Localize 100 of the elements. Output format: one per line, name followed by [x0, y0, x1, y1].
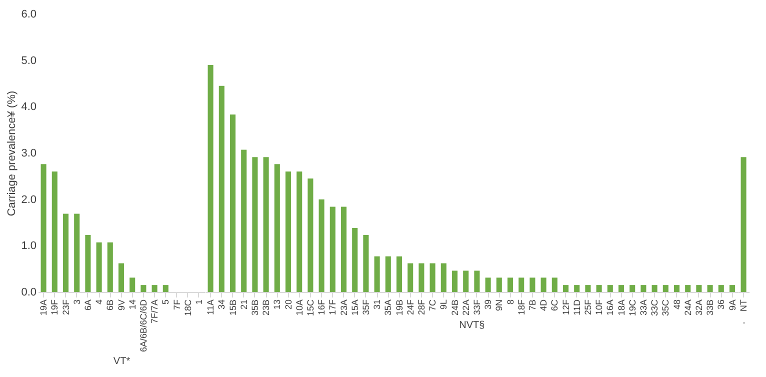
x-tick-label: 19C: [627, 299, 638, 316]
bar: [208, 64, 214, 292]
bar: [662, 285, 668, 292]
bar: [707, 285, 713, 292]
x-tick-label: 18F: [516, 299, 526, 316]
x-tick-label: 9A: [727, 300, 738, 311]
bar: [496, 278, 502, 292]
x-axis-title: NVT§: [459, 320, 485, 332]
x-tick-label: 10F: [594, 299, 604, 316]
bar: [62, 214, 69, 292]
x-tick-label: 9N: [494, 300, 504, 312]
bar: [552, 278, 558, 292]
bar: [85, 235, 91, 292]
x-tick-label: 7C: [428, 299, 438, 312]
x-tick-label: NT: [738, 299, 749, 312]
x-tick-label: 32A: [694, 300, 704, 316]
bar: [685, 285, 691, 292]
x-tick-label: 23A: [338, 300, 349, 316]
x-tick-label: 16A: [605, 300, 616, 316]
bar: [140, 285, 146, 292]
x-tick-label: 7F: [172, 299, 182, 310]
x-tick-label: 33C: [650, 299, 660, 316]
x-tick-label: 23B: [261, 300, 272, 316]
x-tick-label: 15C: [305, 299, 316, 316]
bar: [40, 164, 46, 292]
x-tick-label: 4: [94, 300, 104, 305]
x-tick-label: 16F: [316, 299, 327, 316]
bar: [452, 270, 458, 292]
y-axis-title: Carriage prevalence¥ (%): [6, 90, 18, 216]
bar: [363, 235, 369, 292]
bar: [607, 285, 613, 292]
x-tick-label: 8: [505, 300, 516, 305]
bar: [585, 285, 591, 292]
y-tick-label: 2.0: [21, 194, 36, 206]
bar: [463, 270, 469, 292]
x-tick-label: 9L: [438, 300, 449, 310]
bar: [118, 263, 124, 292]
x-tick-label: 35B: [250, 300, 260, 316]
x-axis-title: VT*: [113, 356, 130, 368]
x-tick-label: 15B: [228, 300, 238, 316]
bar: [385, 256, 391, 292]
bar: [263, 157, 269, 292]
y-tick-label: 6.0: [21, 8, 36, 20]
bar: [474, 270, 480, 292]
bar: [74, 214, 80, 292]
x-tick-label: 5: [160, 300, 171, 305]
bar: [352, 228, 358, 292]
x-tick-label: 6B: [105, 300, 116, 311]
x-tick-label: 20: [283, 300, 294, 310]
bar: [107, 242, 113, 292]
x-tick-label: 35C: [660, 299, 671, 316]
x-tick-label: 4D: [538, 299, 549, 312]
bar: [396, 256, 402, 292]
bar: [318, 199, 324, 292]
x-tick-label: 24B: [450, 300, 460, 316]
x-tick-label: 24A: [682, 300, 693, 316]
bar: [540, 278, 546, 292]
x-tick-label: 22A: [460, 300, 471, 316]
x-tick-label: 11A: [206, 300, 216, 315]
x-tick-label: 21: [238, 300, 249, 310]
x-tick-label: 13: [272, 300, 282, 310]
bar: [96, 242, 102, 292]
x-tick-label: 7B: [527, 300, 538, 311]
x-tick-label: 24F: [405, 299, 416, 316]
x-tick-label: 25F: [582, 299, 593, 316]
x-tick-label: 9V: [116, 300, 126, 311]
x-tick-label: 15A: [350, 300, 360, 316]
x-tick-label: 33B: [705, 300, 716, 316]
x-tick-label: 7F/7A: [150, 300, 160, 324]
bar: [152, 285, 158, 292]
bar: [418, 263, 424, 292]
x-tick-label: 18A: [616, 300, 626, 316]
bar: [408, 263, 414, 292]
x-tick-label: 3: [72, 300, 82, 305]
bar: [218, 86, 224, 292]
x-tick-label: 33F: [472, 299, 482, 316]
bar: [374, 256, 380, 292]
bar: [274, 164, 280, 292]
bar: [430, 263, 436, 292]
x-tick-label: 34: [216, 300, 227, 310]
x-tick-label: 6C: [550, 299, 560, 312]
y-tick-label: 4.0: [21, 101, 36, 114]
bar: [718, 285, 724, 292]
x-axis-title: .: [742, 315, 746, 326]
bar: [562, 285, 569, 292]
bar: [252, 157, 258, 292]
x-tick-label: 31: [372, 300, 382, 310]
x-tick-label: 35A: [383, 300, 394, 316]
x-tick-label: 48: [672, 300, 682, 310]
bar: [485, 278, 491, 292]
x-tick-label: 11D: [572, 299, 582, 316]
x-tick-label: 39: [483, 300, 494, 310]
bar: [440, 263, 446, 292]
x-tick-label: 6A/6B/6C/6D: [138, 299, 148, 352]
x-tick-label: 1: [194, 300, 204, 305]
x-tick-label: 14: [127, 300, 138, 310]
bar: [285, 172, 292, 292]
bar: [596, 285, 602, 292]
bar: [507, 278, 514, 292]
x-tick-label: 6A: [82, 300, 93, 311]
